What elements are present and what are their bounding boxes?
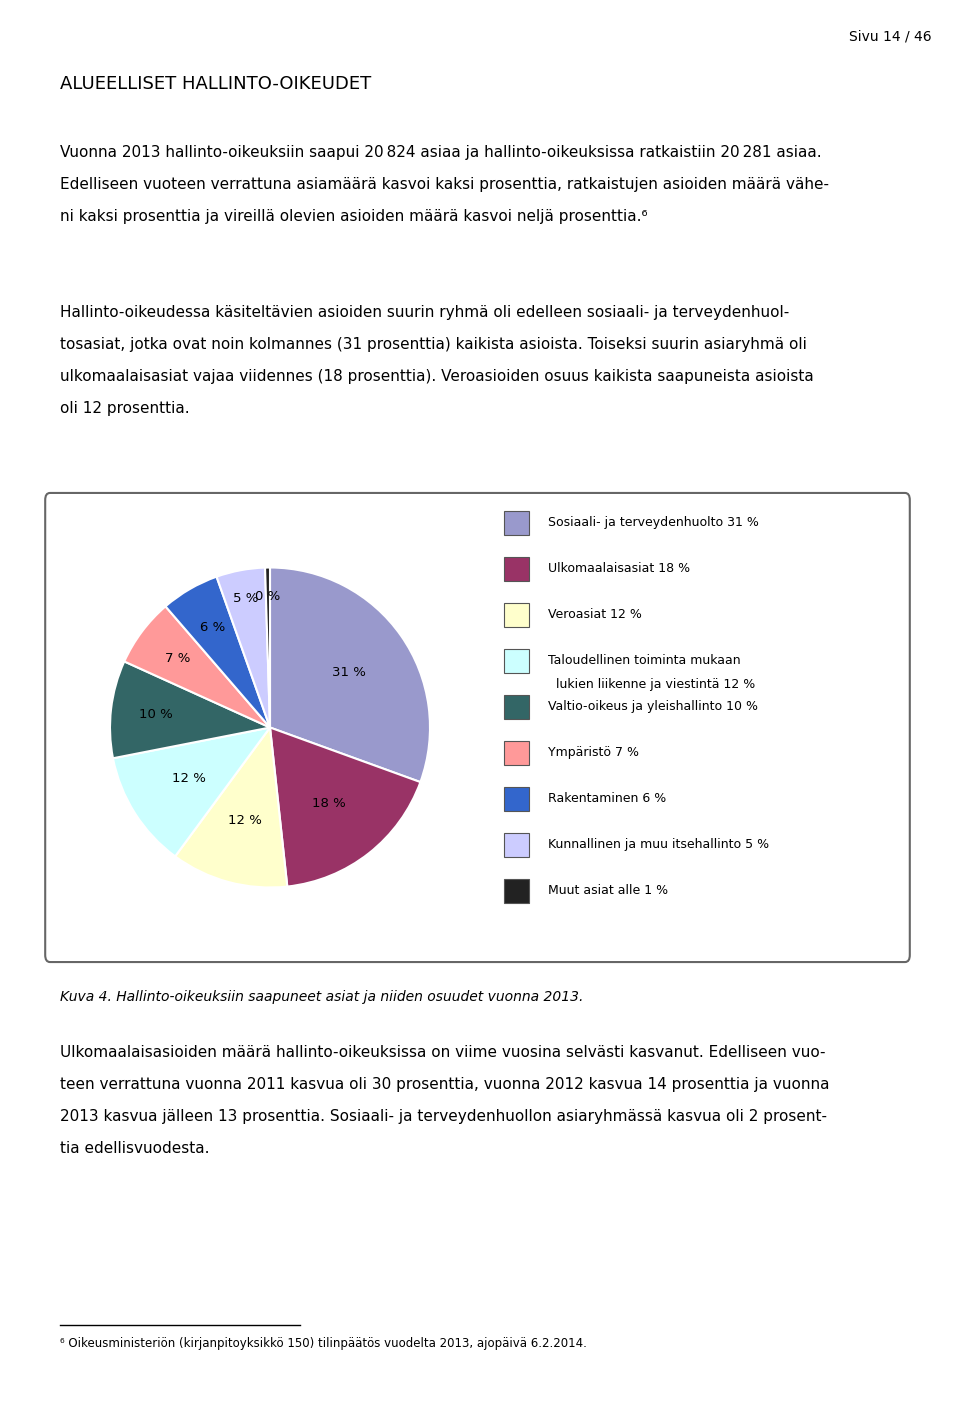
Text: ALUEELLISET HALLINTO-OIKEUDET: ALUEELLISET HALLINTO-OIKEUDET (60, 75, 372, 93)
Text: Muut asiat alle 1 %: Muut asiat alle 1 % (548, 884, 668, 898)
Wedge shape (110, 661, 270, 759)
Text: 7 %: 7 % (165, 651, 190, 666)
Text: ni kaksi prosenttia ja vireillä olevien asioiden määrä kasvoi neljä prosenttia.⁶: ni kaksi prosenttia ja vireillä olevien … (60, 209, 647, 224)
Wedge shape (270, 567, 430, 783)
Text: tia edellisvuodesta.: tia edellisvuodesta. (60, 1141, 209, 1156)
FancyBboxPatch shape (504, 787, 529, 811)
Text: Kunnallinen ja muu itsehallinto 5 %: Kunnallinen ja muu itsehallinto 5 % (548, 839, 770, 852)
Text: 6 %: 6 % (200, 622, 225, 635)
Text: 31 %: 31 % (331, 666, 366, 678)
Text: Rakentaminen 6 %: Rakentaminen 6 % (548, 792, 666, 805)
Text: 2013 kasvua jälleen 13 prosenttia. Sosiaali- ja terveydenhuollon asiaryhmässä ka: 2013 kasvua jälleen 13 prosenttia. Sosia… (60, 1110, 827, 1124)
Text: teen verrattuna vuonna 2011 kasvua oli 30 prosenttia, vuonna 2012 kasvua 14 pros: teen verrattuna vuonna 2011 kasvua oli 3… (60, 1077, 829, 1091)
Text: Hallinto-oikeudessa käsiteltävien asioiden suurin ryhmä oli edelleen sosiaali- j: Hallinto-oikeudessa käsiteltävien asioid… (60, 305, 789, 320)
Wedge shape (165, 577, 270, 728)
Text: Ulkomaalaisasioiden määrä hallinto-oikeuksissa on viime vuosina selvästi kasvanu: Ulkomaalaisasioiden määrä hallinto-oikeu… (60, 1045, 826, 1060)
Text: oli 12 prosenttia.: oli 12 prosenttia. (60, 400, 190, 416)
Wedge shape (265, 567, 270, 728)
FancyBboxPatch shape (504, 510, 529, 534)
Wedge shape (270, 728, 420, 887)
Text: Taloudellinen toiminta mukaan: Taloudellinen toiminta mukaan (548, 654, 741, 667)
Text: Valtio-oikeus ja yleishallinto 10 %: Valtio-oikeus ja yleishallinto 10 % (548, 701, 758, 713)
Text: lukien liikenne ja viestintä 12 %: lukien liikenne ja viestintä 12 % (548, 678, 756, 691)
Text: Ympäristö 7 %: Ympäristö 7 % (548, 746, 639, 760)
Text: 10 %: 10 % (138, 708, 173, 721)
FancyBboxPatch shape (504, 695, 529, 719)
Wedge shape (217, 568, 270, 728)
FancyBboxPatch shape (504, 742, 529, 764)
Text: tosasiat, jotka ovat noin kolmannes (31 prosenttia) kaikista asioista. Toiseksi : tosasiat, jotka ovat noin kolmannes (31 … (60, 337, 806, 352)
Text: Edelliseen vuoteen verrattuna asiamäärä kasvoi kaksi prosenttia, ratkaistujen as: Edelliseen vuoteen verrattuna asiamäärä … (60, 178, 829, 192)
Text: Sivu 14 / 46: Sivu 14 / 46 (849, 30, 931, 44)
FancyBboxPatch shape (504, 557, 529, 581)
FancyBboxPatch shape (504, 649, 529, 673)
Wedge shape (175, 728, 287, 887)
Text: 12 %: 12 % (172, 773, 205, 785)
Text: Kuva 4. Hallinto-oikeuksiin saapuneet asiat ja niiden osuudet vuonna 2013.: Kuva 4. Hallinto-oikeuksiin saapuneet as… (60, 990, 584, 1004)
Text: 18 %: 18 % (312, 797, 347, 809)
Text: Sosiaali- ja terveydenhuolto 31 %: Sosiaali- ja terveydenhuolto 31 % (548, 516, 759, 529)
Wedge shape (113, 728, 270, 856)
Text: Vuonna 2013 hallinto-oikeuksiin saapui 20 824 asiaa ja hallinto-oikeuksissa ratk: Vuonna 2013 hallinto-oikeuksiin saapui 2… (60, 145, 822, 159)
Text: 0 %: 0 % (255, 589, 280, 603)
FancyBboxPatch shape (504, 880, 529, 902)
Text: Ulkomaalaisasiat 18 %: Ulkomaalaisasiat 18 % (548, 563, 690, 575)
FancyBboxPatch shape (504, 833, 529, 857)
Text: ⁶ Oikeusministeriön (kirjanpitoyksikkö 150) tilinpäätös vuodelta 2013, ajopäivä : ⁶ Oikeusministeriön (kirjanpitoyksikkö 1… (60, 1337, 587, 1349)
FancyBboxPatch shape (504, 603, 529, 626)
Text: ulkomaalaisasiat vajaa viidennes (18 prosenttia). Veroasioiden osuus kaikista sa: ulkomaalaisasiat vajaa viidennes (18 pro… (60, 369, 814, 384)
Wedge shape (124, 606, 270, 728)
Text: 5 %: 5 % (233, 592, 258, 605)
Text: 12 %: 12 % (228, 814, 262, 826)
Text: Veroasiat 12 %: Veroasiat 12 % (548, 609, 642, 622)
